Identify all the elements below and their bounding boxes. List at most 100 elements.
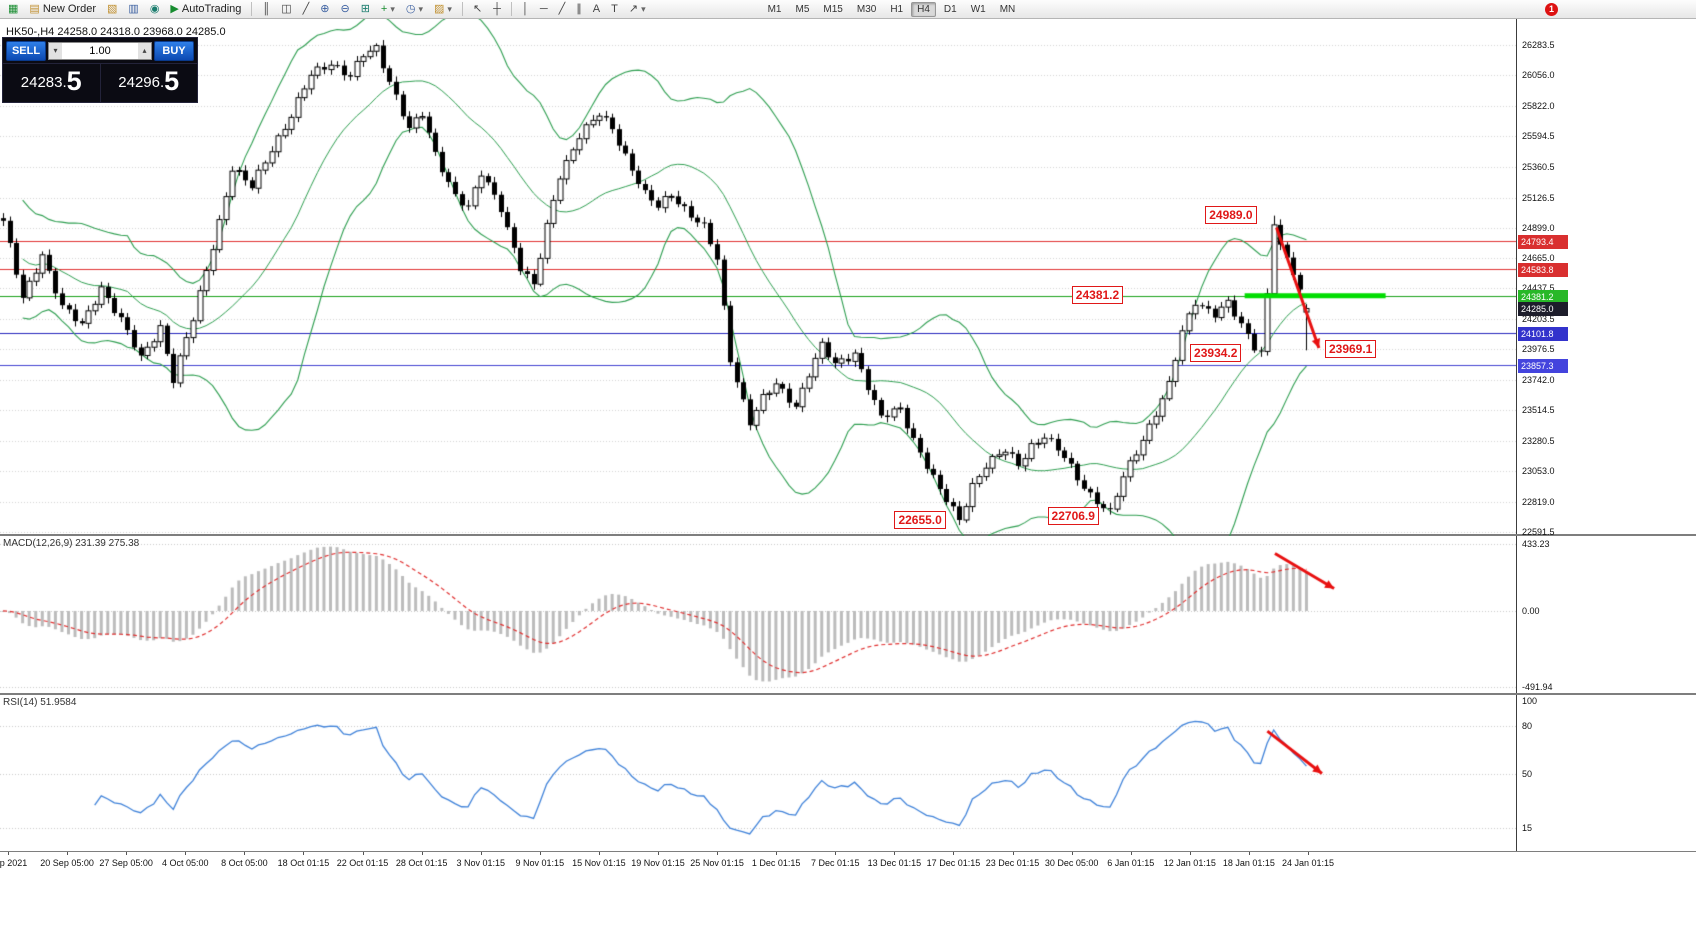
time-tick: [894, 852, 896, 855]
dropdown-icon: ▾: [418, 3, 424, 14]
notification-badge[interactable]: 1: [1545, 3, 1558, 16]
time-axis[interactable]: Sep 2021 20 Sep 05:00 27 Sep 05:00 4 Oct 05…: [0, 852, 1696, 872]
time-axis-label: 18 Oct 01:15: [277, 858, 330, 868]
rsi-canvas[interactable]: [0, 695, 1516, 852]
time-tick: [658, 852, 659, 855]
crosshair-icon: ┼: [493, 2, 501, 15]
price-axis-label: 26283.5: [1522, 39, 1555, 50]
price-axis-label: 23976.5: [1522, 344, 1555, 355]
print-button[interactable]: ▥: [123, 1, 143, 18]
sound-button[interactable]: ◉: [145, 1, 165, 18]
label-tool-button[interactable]: T: [606, 1, 623, 18]
timeframe-W1[interactable]: W1: [970, 3, 986, 15]
autotrading-button[interactable]: ▶ AutoTrading: [165, 1, 246, 18]
timeframe-MN[interactable]: MN: [999, 3, 1016, 15]
chart-title: HK50-,H4 24258.0 24318.0 23968.0 24285.0: [6, 26, 226, 38]
bar-chart-icon: ║: [262, 2, 271, 15]
time-tick: [303, 852, 305, 855]
text-tool-button[interactable]: A: [588, 1, 605, 18]
time-axis-label: 13 Dec 01:15: [867, 858, 922, 868]
horizontal-line-tool-button[interactable]: ─: [535, 1, 553, 18]
price-pane: 24989.0 24381.2 23934.2 23969.1 22655.0 22706…: [0, 19, 1696, 537]
price-line-tag: 24793.4: [1518, 235, 1568, 250]
timeframe-M5[interactable]: M5: [795, 3, 810, 15]
dropdown-icon: ▾: [447, 3, 452, 14]
time-axis-label: 18 Jan 01:15: [1222, 858, 1275, 868]
time-axis-label: 28 Oct 01:15: [395, 858, 448, 868]
cursor-icon: ↖: [472, 2, 483, 15]
dropdown-icon: ▾: [641, 3, 646, 14]
price-axis-label: 25822.0: [1522, 100, 1555, 111]
time-tick: [67, 852, 69, 855]
macd-axis-label: -491.94: [1522, 682, 1553, 692]
volume-value[interactable]: 1.00: [89, 45, 111, 57]
time-tick: [1308, 852, 1309, 855]
templates-icon: ▨: [434, 2, 445, 15]
time-tick: [362, 852, 364, 855]
new-chart-button[interactable]: ▦: [3, 1, 23, 18]
price-axis-label: 24437.5: [1522, 283, 1555, 294]
price-axis-label: 23053.0: [1522, 465, 1555, 476]
macd-axis-label: 0.00: [1522, 605, 1540, 616]
zoom-out-button[interactable]: ⊖: [335, 1, 354, 18]
price-axis-label: 23280.5: [1522, 435, 1555, 446]
time-axis-label: 24 Jan 01:15: [1281, 858, 1335, 868]
tile-windows-button[interactable]: ⊞: [356, 1, 375, 18]
volume-stepper[interactable]: ▾ 1.00 ▴: [48, 42, 152, 60]
sell-button[interactable]: SELL: [6, 41, 46, 61]
templates-button[interactable]: ▨ ▾: [429, 1, 457, 18]
macd-canvas[interactable]: [0, 536, 1516, 695]
indicators-button[interactable]: + ▾: [376, 1, 400, 18]
macd-axis[interactable]: 433.23 0.00 -491.94: [1516, 536, 1696, 693]
line-chart-button[interactable]: ╱: [298, 1, 315, 18]
time-axis-label: 30 Dec 05:00: [1044, 858, 1099, 868]
timeframe-M15[interactable]: M15: [823, 3, 843, 15]
price-axis[interactable]: 26283.5 26056.0 25822.0 25594.5 25360.5 25126…: [1516, 19, 1696, 537]
timeframe-group: M1 M5 M15 M30 H1 H4 D1 W1 MN: [762, 1, 1022, 17]
rsi-axis-label: 15: [1522, 823, 1533, 834]
time-axis-label: 17 Dec 01:15: [926, 858, 981, 868]
macd-label: MACD(12,26,9) 231.39 275.38: [3, 538, 140, 549]
time-tick: [1189, 852, 1191, 855]
autotrading-play-icon: ▶: [170, 2, 179, 15]
vertical-line-tool-button[interactable]: │: [517, 1, 534, 18]
time-axis-label: 9 Nov 01:15: [515, 858, 565, 868]
rsi-axis[interactable]: 100 80 50 15: [1516, 695, 1696, 851]
time-axis-label: Sep 2021: [0, 858, 28, 868]
candlestick-chart-button[interactable]: ◫: [276, 1, 296, 18]
vertical-line-icon: │: [521, 2, 529, 15]
profiles-button[interactable]: ▧: [102, 1, 122, 18]
volume-down-icon[interactable]: ▾: [49, 43, 62, 59]
buy-button[interactable]: BUY: [154, 41, 194, 61]
timeframe-M30[interactable]: M30: [856, 3, 877, 15]
timeframe-D1[interactable]: D1: [943, 3, 957, 15]
price-axis-label: 25360.5: [1522, 161, 1555, 172]
dropdown-icon: ▾: [390, 3, 395, 14]
arrows-tool-button[interactable]: ↗ ▾: [624, 1, 651, 18]
zoom-in-button[interactable]: ⊕: [315, 1, 334, 18]
time-tick: [480, 852, 482, 855]
cursor-button[interactable]: ↖: [468, 1, 487, 18]
price-axis-label: 24899.0: [1522, 222, 1555, 233]
new-order-button[interactable]: ▤ New Order: [24, 1, 101, 18]
rsi-axis-label: 50: [1522, 768, 1533, 779]
timeframe-H1[interactable]: H1: [890, 3, 904, 15]
channel-tool-button[interactable]: ∥: [571, 1, 587, 18]
volume-up-icon[interactable]: ▴: [138, 43, 151, 59]
price-chart-canvas[interactable]: [0, 19, 1516, 536]
price-line-tag: 24381.2: [1518, 289, 1568, 304]
price-axis-label: 22591.5: [1522, 526, 1555, 537]
crosshair-button[interactable]: ┼: [488, 1, 506, 18]
profiles-icon: ▧: [107, 2, 118, 15]
trendline-tool-button[interactable]: ╱: [554, 1, 571, 18]
periods-clock-icon: ◷: [405, 2, 416, 15]
timeframe-M1[interactable]: M1: [767, 3, 782, 15]
toolbar-separator: [510, 2, 512, 16]
bar-chart-button[interactable]: ║: [257, 1, 275, 18]
price-axis-label: 25126.5: [1522, 192, 1555, 203]
time-tick: [1071, 852, 1073, 855]
timeframe-H4[interactable]: H4: [911, 1, 936, 17]
periods-button[interactable]: ◷ ▾: [401, 1, 428, 18]
text-tool-icon: A: [592, 2, 601, 15]
